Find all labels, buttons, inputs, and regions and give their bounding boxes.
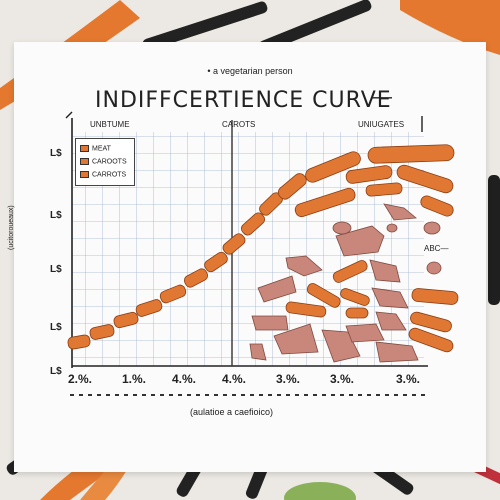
legend-item-meat: MEAT <box>80 145 111 152</box>
legend-item-carrots: CARROTS <box>80 171 126 178</box>
pen-top-1 <box>142 1 268 51</box>
pen-right <box>488 175 500 305</box>
pen-top-2 <box>258 0 372 53</box>
legend-item-caroots: CAROOTS <box>80 158 127 165</box>
y-tick-2: L$ <box>50 210 62 221</box>
column-label-right: UNIUGATES <box>358 120 405 129</box>
y-axis-label: (ucitoroueaux) <box>8 205 15 250</box>
x-tick-1: 2.%. <box>68 372 93 386</box>
y-tick-5: L$ <box>50 366 62 377</box>
legend-box: MEAT CAROOTS CARROTS <box>75 138 135 186</box>
y-tick-1: L$ <box>50 148 62 159</box>
title-dash: — <box>372 86 392 108</box>
x-tick-2: 1.%. <box>122 372 147 386</box>
column-label-left: UNBTUME <box>90 120 130 129</box>
side-label: ABC— <box>424 244 449 253</box>
chart-title: INDIFFCERTIENCE CURVE <box>95 88 392 113</box>
carrot-top-right <box>400 0 500 55</box>
x-axis-label: (aulatioe a caefioico) <box>190 407 274 417</box>
x-tick-5: 3.%. <box>276 372 301 386</box>
carrot-curve <box>67 144 459 353</box>
x-tick-7: 3.%. <box>396 372 421 386</box>
lettuce-leaf <box>284 482 356 500</box>
meat-pieces <box>249 203 442 363</box>
y-tick-3: L$ <box>50 264 62 275</box>
x-tick-3: 4.%. <box>172 372 197 386</box>
x-tick-6: 3.%. <box>330 372 355 386</box>
x-tick-4: 4.%. <box>222 372 247 386</box>
chart-subtitle: • a vegetarian person <box>207 66 293 76</box>
column-label-middle: CAROTS <box>222 120 256 129</box>
y-tick-4: L$ <box>50 322 62 333</box>
